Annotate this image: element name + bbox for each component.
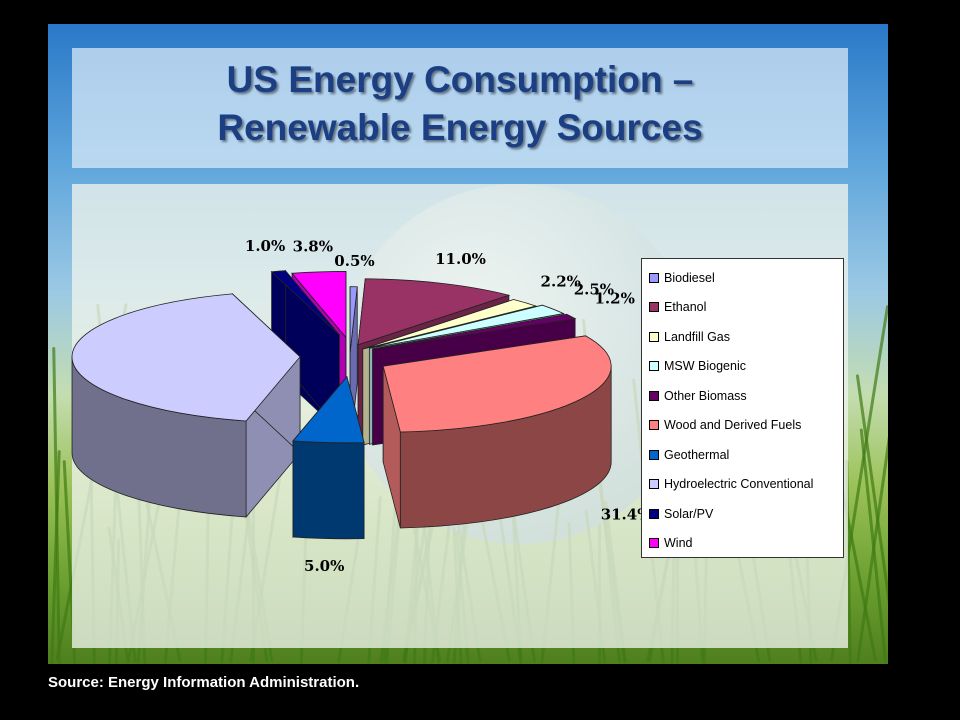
legend-label: Wood and Derived Fuels xyxy=(664,418,802,433)
legend-label: Hydroelectric Conventional xyxy=(664,477,814,492)
pie-slice-top xyxy=(369,304,565,349)
pie-slice-hydroelectric-conventional xyxy=(71,292,301,519)
legend-item-geothermal: Geothermal xyxy=(642,440,843,470)
legend-label: Solar/PV xyxy=(664,506,714,521)
legend-label: MSW Biogenic xyxy=(664,359,746,374)
title-line-2: Renewable Energy Sources xyxy=(217,107,703,148)
legend-item-msw-biogenic: MSW Biogenic xyxy=(642,352,843,382)
legend-label: Ethanol xyxy=(664,300,707,315)
data-label-msw-biogenic: 2.5% xyxy=(574,281,614,299)
legend-swatch xyxy=(649,331,659,342)
data-label-wind: 3.8% xyxy=(293,237,333,255)
legend-swatch xyxy=(649,449,659,460)
data-label-biodiesel: 0.5% xyxy=(334,252,374,270)
pie-slice-top xyxy=(71,293,301,422)
data-label-other-biomass: 1.2% xyxy=(594,289,634,307)
legend-swatch xyxy=(649,538,659,549)
legend-item-solar-pv: Solar/PV xyxy=(642,499,843,529)
pie-slice-top xyxy=(292,375,365,444)
legend-label: Geothermal xyxy=(664,447,730,462)
legend-item-landfill-gas: Landfill Gas xyxy=(642,322,843,352)
pie-slice-top xyxy=(372,313,577,350)
legend-item-biodiesel: Biodiesel xyxy=(642,263,843,293)
pie-slice-top xyxy=(291,271,347,339)
pie-slice-top xyxy=(382,335,612,433)
legend-swatch xyxy=(649,479,659,490)
data-label-landfill-gas: 2.2% xyxy=(541,272,581,290)
page-title: US Energy Consumption – Renewable Energy… xyxy=(72,56,848,152)
title-panel: US Energy Consumption – Renewable Energy… xyxy=(72,48,848,168)
data-label-wood-and-derived-fuels: 31.4% xyxy=(601,505,652,523)
legend-label: Wind xyxy=(664,536,693,551)
pie-slice-top xyxy=(349,286,358,353)
legend-item-wind: Wind xyxy=(642,529,843,559)
legend-swatch xyxy=(649,390,659,401)
pie-slice-wood-and-derived-fuels xyxy=(382,335,612,529)
pie-slice-top xyxy=(362,299,538,350)
data-label-solar-pv: 1.0% xyxy=(245,237,285,255)
legend-item-wood-and-derived-fuels: Wood and Derived Fuels xyxy=(642,411,843,441)
legend-swatch xyxy=(649,272,659,283)
legend-label: Other Biomass xyxy=(664,388,747,403)
legend-item-hydroelectric-conventional: Hydroelectric Conventional xyxy=(642,470,843,500)
data-label-geothermal: 5.0% xyxy=(304,557,344,575)
legend-swatch xyxy=(649,302,659,313)
pie-slice-top xyxy=(270,270,340,336)
legend-item-ethanol: Ethanol xyxy=(642,293,843,323)
source-note: Source: Energy Information Administratio… xyxy=(48,674,360,691)
pie-slice-top xyxy=(357,278,511,346)
legend-swatch xyxy=(649,361,659,372)
chart-legend: Biodiesel Ethanol Landfill Gas MSW Biogenic… xyxy=(641,258,844,558)
title-line-1: US Energy Consumption – xyxy=(226,59,694,100)
data-label-ethanol: 11.0% xyxy=(435,250,486,268)
legend-item-other-biomass: Other Biomass xyxy=(642,381,843,411)
legend-swatch xyxy=(649,508,659,519)
legend-label: Biodiesel xyxy=(664,270,715,285)
pie-slice-geothermal xyxy=(292,375,365,540)
legend-swatch xyxy=(649,420,659,431)
pie-slice-side xyxy=(292,440,365,540)
legend-label: Landfill Gas xyxy=(664,329,731,344)
data-label-hydroelectric-conventional: 41.4% xyxy=(0,339,47,357)
